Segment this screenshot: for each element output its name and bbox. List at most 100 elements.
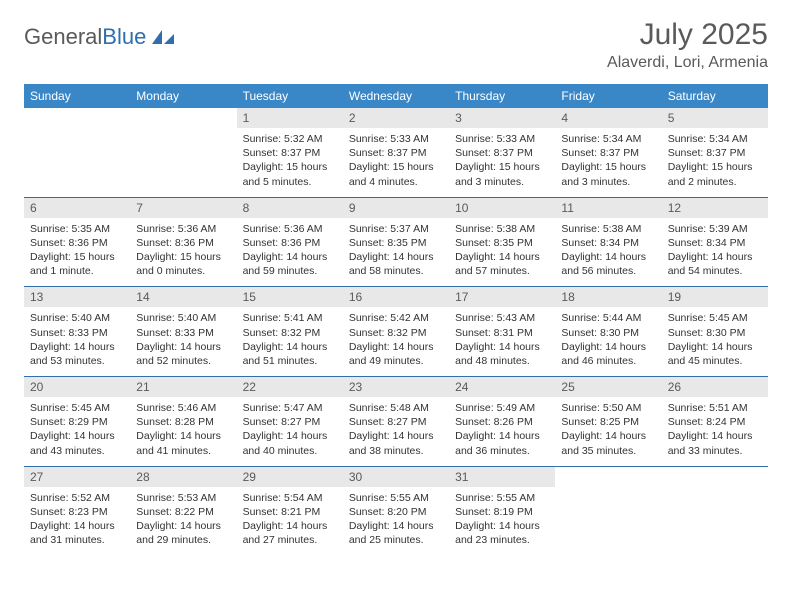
daylight-label: Daylight:: [561, 341, 602, 353]
sunset: Sunset: 8:29 PM: [30, 415, 124, 429]
daynum-cell: 3: [449, 108, 555, 128]
header: GeneralBlue July 2025 Alaverdi, Lori, Ar…: [24, 18, 768, 72]
daynum-cell: 12: [662, 198, 768, 218]
daynum-cell: 25: [555, 377, 661, 397]
day-cell: Sunrise: 5:52 AMSunset: 8:23 PMDaylight:…: [24, 487, 130, 556]
sunrise-label: Sunrise:: [243, 223, 282, 235]
sunset: Sunset: 8:30 PM: [561, 326, 655, 340]
day-cell: Sunrise: 5:53 AMSunset: 8:22 PMDaylight:…: [130, 487, 236, 556]
sunrise-label: Sunrise:: [243, 312, 282, 324]
daylight: Daylight: 14 hours and 29 minutes.: [136, 519, 230, 547]
content-row: Sunrise: 5:40 AMSunset: 8:33 PMDaylight:…: [24, 307, 768, 376]
daynum-cell: 4: [555, 108, 661, 128]
daylight-label: Daylight:: [30, 251, 71, 263]
daylight-label: Daylight:: [455, 251, 496, 263]
sunset-value: 8:20 PM: [387, 506, 426, 518]
sunrise-label: Sunrise:: [30, 223, 69, 235]
sunset-value: 8:37 PM: [706, 147, 745, 159]
daylight: Daylight: 14 hours and 25 minutes.: [349, 519, 443, 547]
sunrise-label: Sunrise:: [455, 492, 494, 504]
sunset-label: Sunset:: [30, 237, 66, 249]
sunset: Sunset: 8:25 PM: [561, 415, 655, 429]
sunset-label: Sunset:: [561, 327, 597, 339]
sunrise-value: 5:53 AM: [178, 492, 217, 504]
sunrise-label: Sunrise:: [561, 223, 600, 235]
daylight-label: Daylight:: [455, 161, 496, 173]
sunset: Sunset: 8:19 PM: [455, 505, 549, 519]
daylight: Daylight: 15 hours and 3 minutes.: [561, 160, 655, 188]
daynum-cell: 11: [555, 198, 661, 218]
sunset-label: Sunset:: [349, 147, 385, 159]
day-number: 19: [668, 290, 681, 304]
sunset-label: Sunset:: [455, 506, 491, 518]
sunrise-label: Sunrise:: [668, 312, 707, 324]
sunrise-value: 5:43 AM: [497, 312, 536, 324]
daynum-cell: 2: [343, 108, 449, 128]
sunrise: Sunrise: 5:44 AM: [561, 311, 655, 325]
sunset-value: 8:37 PM: [600, 147, 639, 159]
daylight-label: Daylight:: [455, 341, 496, 353]
daylight-label: Daylight:: [243, 251, 284, 263]
sunrise-value: 5:42 AM: [390, 312, 429, 324]
day-number: 21: [136, 380, 149, 394]
sunset-label: Sunset:: [243, 147, 279, 159]
dow-label: Monday: [136, 89, 179, 103]
sunrise: Sunrise: 5:32 AM: [243, 132, 337, 146]
daylight-label: Daylight:: [349, 161, 390, 173]
sunset: Sunset: 8:24 PM: [668, 415, 762, 429]
dow-cell: Sunday: [24, 84, 130, 108]
sunset-label: Sunset:: [668, 147, 704, 159]
daylight-label: Daylight:: [243, 520, 284, 532]
sunrise: Sunrise: 5:54 AM: [243, 491, 337, 505]
daylight-label: Daylight:: [136, 520, 177, 532]
daylight: Daylight: 14 hours and 41 minutes.: [136, 429, 230, 457]
day-cell: Sunrise: 5:43 AMSunset: 8:31 PMDaylight:…: [449, 307, 555, 376]
sunset-label: Sunset:: [561, 416, 597, 428]
daynum-row: 13141516171819: [24, 287, 768, 307]
title-block: July 2025 Alaverdi, Lori, Armenia: [607, 18, 768, 72]
day-cell: Sunrise: 5:48 AMSunset: 8:27 PMDaylight:…: [343, 397, 449, 466]
logo-text-1: General: [24, 24, 102, 50]
sunrise-value: 5:45 AM: [71, 402, 110, 414]
day-cell: Sunrise: 5:45 AMSunset: 8:29 PMDaylight:…: [24, 397, 130, 466]
dow-label: Sunday: [30, 89, 71, 103]
sunrise-value: 5:48 AM: [390, 402, 429, 414]
daylight-label: Daylight:: [561, 161, 602, 173]
daylight-label: Daylight:: [455, 430, 496, 442]
daynum-row: 20212223242526: [24, 377, 768, 397]
sunrise: Sunrise: 5:51 AM: [668, 401, 762, 415]
sunrise-label: Sunrise:: [136, 223, 175, 235]
daynum-cell: 29: [237, 467, 343, 487]
daynum-cell: 5: [662, 108, 768, 128]
day-number: 30: [349, 470, 362, 484]
sunrise-value: 5:32 AM: [284, 133, 323, 145]
day-cell: [662, 487, 768, 556]
daylight-label: Daylight:: [30, 341, 71, 353]
sunrise-label: Sunrise:: [561, 402, 600, 414]
daynum-cell: [130, 108, 236, 128]
day-cell: Sunrise: 5:41 AMSunset: 8:32 PMDaylight:…: [237, 307, 343, 376]
sunset-label: Sunset:: [349, 327, 385, 339]
daylight: Daylight: 15 hours and 1 minute.: [30, 250, 124, 278]
daynum-cell: 8: [237, 198, 343, 218]
sunrise: Sunrise: 5:40 AM: [136, 311, 230, 325]
day-number: 17: [455, 290, 468, 304]
sunrise: Sunrise: 5:49 AM: [455, 401, 549, 415]
sunset-value: 8:22 PM: [175, 506, 214, 518]
sunset: Sunset: 8:36 PM: [243, 236, 337, 250]
sunset-label: Sunset:: [349, 506, 385, 518]
sunrise-value: 5:55 AM: [390, 492, 429, 504]
sunrise-value: 5:50 AM: [603, 402, 642, 414]
sunset-value: 8:37 PM: [281, 147, 320, 159]
content-row: Sunrise: 5:52 AMSunset: 8:23 PMDaylight:…: [24, 487, 768, 556]
daylight: Daylight: 15 hours and 5 minutes.: [243, 160, 337, 188]
sunrise-value: 5:40 AM: [178, 312, 217, 324]
sunset-label: Sunset:: [30, 416, 66, 428]
daynum-cell: 18: [555, 287, 661, 307]
day-cell: Sunrise: 5:50 AMSunset: 8:25 PMDaylight:…: [555, 397, 661, 466]
sunset-label: Sunset:: [455, 237, 491, 249]
sunset: Sunset: 8:35 PM: [455, 236, 549, 250]
daylight-label: Daylight:: [243, 161, 284, 173]
daylight: Daylight: 15 hours and 3 minutes.: [455, 160, 549, 188]
sunrise: Sunrise: 5:35 AM: [30, 222, 124, 236]
